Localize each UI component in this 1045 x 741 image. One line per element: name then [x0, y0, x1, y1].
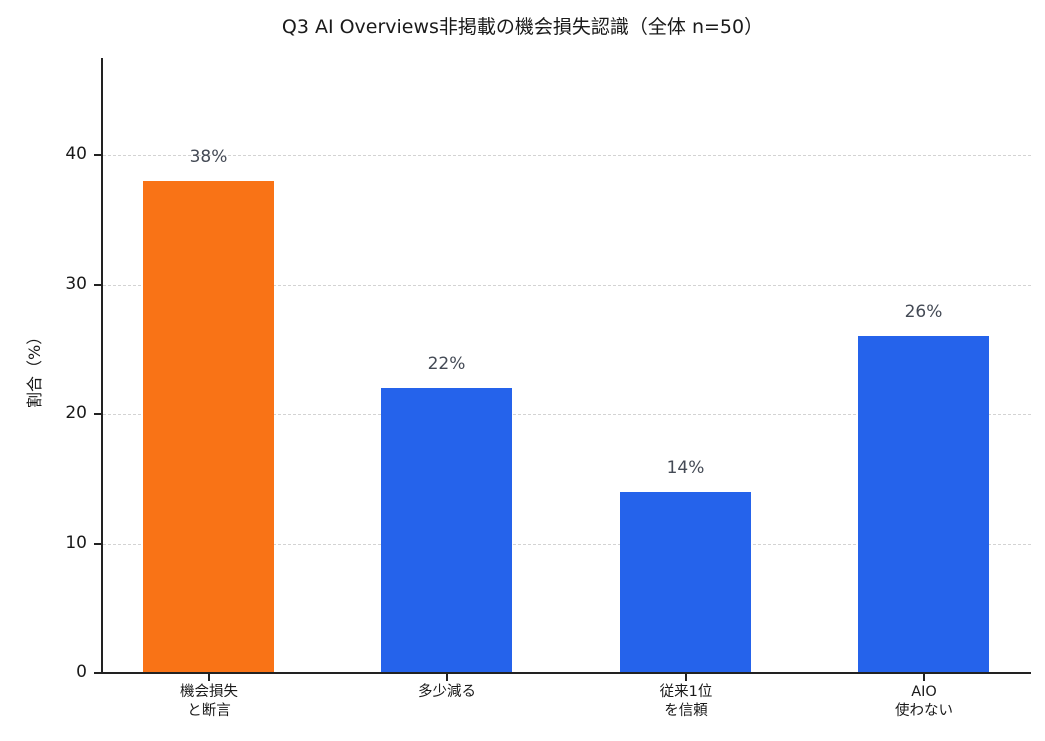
- x-tick: [208, 674, 210, 681]
- y-tick: [94, 672, 101, 674]
- bar-tashou-heru: [381, 388, 512, 673]
- gridline-20: [103, 414, 1031, 415]
- gridline-40: [103, 155, 1031, 156]
- y-tick: [94, 542, 101, 545]
- gridline-30: [103, 284, 1031, 286]
- x-tick-label: 従来1位 を信頼: [659, 684, 713, 719]
- gridline-10: [103, 543, 1031, 545]
- bar-juurai-1i: [620, 492, 751, 673]
- x-tick: [446, 674, 448, 681]
- value-label: 14%: [666, 458, 705, 478]
- x-tick-label: 多少減る: [418, 684, 476, 700]
- x-tick: [685, 674, 687, 681]
- value-label: 26%: [904, 302, 943, 322]
- plot-area: 0 10 20 30 40 38% 22% 14% 26%: [65, 58, 1031, 682]
- y-axis-title: 割合（%）: [25, 328, 44, 408]
- value-label: 22%: [427, 354, 466, 374]
- value-label: 38%: [189, 147, 228, 167]
- x-axis-line: [101, 672, 1031, 674]
- x-tick: [923, 674, 925, 681]
- bar-kikai-sonshitsu: [143, 181, 274, 673]
- y-tick-label: 10: [65, 532, 87, 553]
- x-tick-label: 機会損失 と断言: [180, 684, 238, 719]
- y-tick-label: 20: [65, 403, 87, 423]
- y-tick-label: 0: [76, 662, 87, 682]
- y-tick-label: 30: [65, 273, 87, 294]
- y-tick: [94, 413, 101, 415]
- bar-aio-tsukawanai: [858, 336, 989, 673]
- chart-title: Q3 AI Overviews非掲載の機会損失認識（全体 n=50）: [281, 16, 764, 38]
- y-tick: [94, 283, 101, 286]
- y-tick: [94, 154, 101, 156]
- y-axis-line: [101, 58, 103, 674]
- x-tick-label: AIO 使わない: [895, 684, 953, 719]
- y-tick-label: 40: [65, 144, 87, 164]
